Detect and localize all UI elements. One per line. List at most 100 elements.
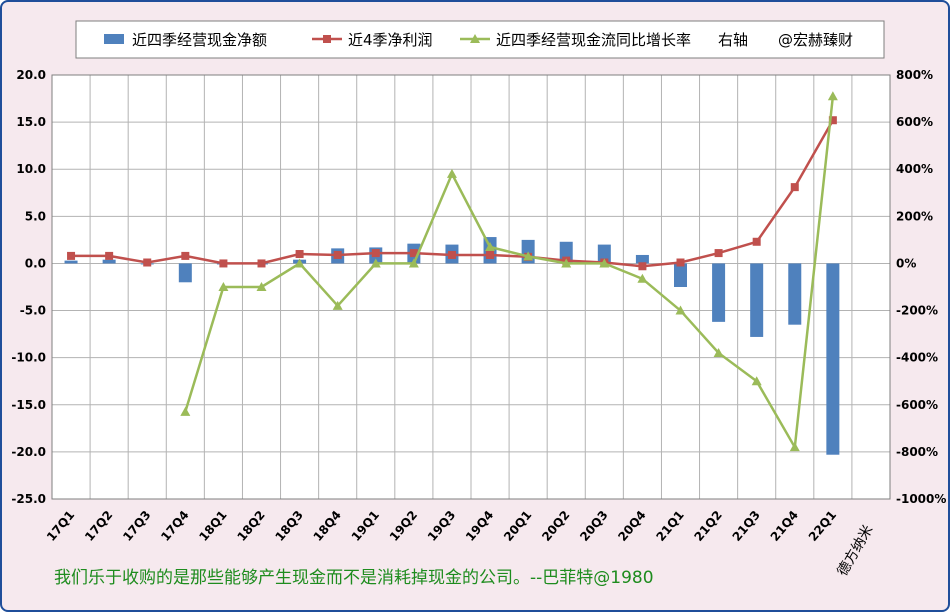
growth-point-19Q3 [446, 168, 457, 178]
legend-marker-profit [323, 35, 331, 43]
growth-point-19Q1 [370, 258, 381, 268]
x-tick-label: 17Q1 [44, 508, 77, 544]
legend-label-growth: 近四季经营现金流同比增长率 [496, 31, 691, 49]
grid-lines [51, 74, 891, 500]
legend-label-profit: 近4季净利润 [348, 31, 433, 49]
x-tick-label: 21Q2 [692, 508, 725, 544]
bar-17Q1 [64, 260, 78, 264]
growth-point-20Q2 [561, 258, 572, 268]
legend-label-cash: 近四季经营现金净额 [132, 31, 267, 49]
legend-right-axis-note: 右轴 [718, 31, 748, 49]
profit-point-17Q2 [105, 251, 114, 260]
x-tick-label: 20Q2 [539, 508, 572, 544]
x-tick-label: 18Q1 [196, 508, 229, 544]
y2-tick-label: 400% [896, 162, 933, 176]
y-tick-label: -20.0 [11, 445, 46, 459]
profit-point-18Q2 [257, 259, 266, 268]
profit-point-21Q1 [676, 258, 685, 267]
y2-tick-label: 200% [896, 209, 933, 223]
profit-point-18Q1 [219, 259, 228, 268]
growth-point-22Q1 [827, 91, 838, 101]
growth-point-20Q4 [637, 273, 648, 283]
y-tick-label: -5.0 [20, 304, 46, 318]
x-tick-label: 19Q1 [349, 508, 382, 544]
x-tick-label: 19Q4 [463, 508, 496, 544]
growth-line [184, 96, 835, 452]
profit-point-18Q3 [295, 250, 304, 259]
bar-21Q4 [788, 263, 802, 325]
bar-21Q2 [712, 263, 726, 322]
x-tick-label: 21Q3 [730, 508, 763, 544]
x-tick-label: 21Q4 [768, 508, 801, 544]
bar-17Q4 [178, 263, 192, 283]
bar-22Q1 [826, 263, 840, 455]
legend-watermark: @宏赫臻财 [778, 31, 853, 49]
x-tick-label: 21Q1 [653, 508, 686, 544]
y2-tick-label: -400% [896, 351, 938, 365]
x-tick-label: 20Q3 [577, 508, 610, 544]
y2-tick-label: 0% [896, 256, 916, 270]
y2-tick-label: -600% [896, 398, 938, 412]
growth-point-19Q4 [485, 241, 496, 251]
footer-quote: 我们乐于收购的是那些能够产生现金而不是消耗掉现金的公司。--巴菲特@1980 [54, 568, 654, 588]
x-tick-label: 18Q4 [311, 508, 344, 544]
bar-20Q4 [635, 254, 649, 264]
bar-21Q3 [750, 263, 764, 337]
profit-point-17Q3 [143, 258, 152, 267]
corner-label: 德方纳米 [835, 523, 877, 579]
growth-point-19Q2 [408, 258, 419, 268]
legend-marker-growth [470, 34, 480, 43]
y2-tick-label: -1000% [896, 492, 946, 506]
profit-point-21Q2 [714, 249, 723, 258]
growth-point-20Q3 [599, 258, 610, 268]
growth-point-18Q4 [332, 300, 343, 310]
profit-point-19Q1 [371, 249, 380, 258]
growth-point-21Q2 [713, 347, 724, 357]
bar-21Q1 [674, 263, 687, 287]
x-tick-label: 17Q4 [158, 508, 191, 544]
y-tick-label: 0.0 [25, 256, 46, 270]
growth-point-17Q4 [180, 406, 191, 416]
profit-point-19Q4 [486, 250, 495, 259]
profit-point-17Q4 [181, 251, 190, 260]
x-tick-label: 19Q3 [425, 508, 458, 544]
profit-point-21Q4 [790, 183, 799, 192]
profit-point-18Q4 [333, 250, 342, 259]
y-tick-label: 20.0 [16, 68, 46, 82]
y-tick-label: -10.0 [11, 351, 46, 365]
profit-point-20Q4 [638, 262, 647, 271]
profit-point-17Q1 [67, 251, 76, 260]
profit-point-21Q3 [752, 237, 761, 246]
plot-border [51, 74, 891, 500]
y-tick-label: -15.0 [11, 398, 46, 412]
x-tick-label: 20Q1 [501, 508, 534, 544]
profit-point-19Q3 [447, 250, 456, 259]
x-tick-label: 18Q3 [273, 508, 306, 544]
x-tick-label: 17Q2 [82, 508, 115, 544]
growth-point-20Q1 [523, 251, 534, 261]
y-tick-label: -25.0 [11, 492, 46, 506]
y-tick-label: 5.0 [25, 209, 46, 223]
x-tick-label: 17Q3 [120, 508, 153, 544]
y2-tick-label: -800% [896, 445, 938, 459]
profit-point-19Q2 [409, 249, 418, 258]
x-tick-label: 19Q2 [387, 508, 420, 544]
growth-point-18Q2 [256, 282, 267, 291]
growth-point-21Q3 [751, 376, 762, 386]
legend: 近四季经营现金净额 近4季净利润 近四季经营现金流同比增长率 右轴 @宏赫臻财 [75, 20, 885, 59]
x-tick-label: 20Q4 [615, 508, 648, 544]
y-tick-label: 10.0 [16, 162, 46, 176]
y-tick-label: 15.0 [16, 115, 46, 129]
profit-point-22Q1 [828, 116, 837, 125]
line-series [67, 91, 838, 452]
y2-tick-label: 600% [896, 115, 933, 129]
legend-swatch-cash [104, 34, 124, 44]
y2-tick-label: 800% [896, 68, 933, 82]
y2-tick-label: -200% [896, 304, 938, 318]
growth-point-21Q1 [675, 305, 686, 315]
growth-point-18Q1 [218, 282, 229, 291]
bar-17Q2 [102, 259, 116, 264]
x-tick-label: 22Q1 [806, 508, 839, 544]
